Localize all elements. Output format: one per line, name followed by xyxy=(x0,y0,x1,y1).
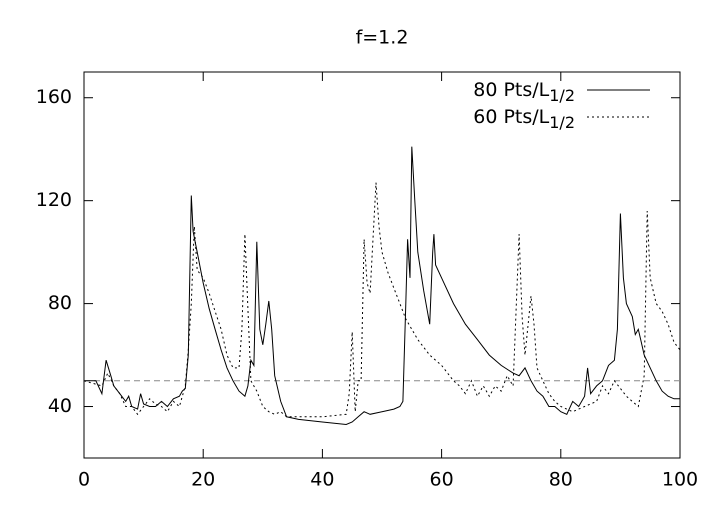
y-tick-label: 40 xyxy=(48,395,72,417)
x-tick-label: 80 xyxy=(549,469,573,491)
y-tick-label: 160 xyxy=(36,86,72,108)
x-tick-label: 20 xyxy=(191,469,215,491)
x-tick-label: 100 xyxy=(662,469,698,491)
chart-title: f=1.2 xyxy=(356,27,409,49)
x-tick-label: 40 xyxy=(310,469,334,491)
y-tick-label: 120 xyxy=(36,189,72,211)
legend-name: 80 Pts/L xyxy=(473,79,549,101)
series-line xyxy=(83,182,681,418)
x-tick-label: 60 xyxy=(430,469,454,491)
legend-label: 60 Pts/L1/2 xyxy=(473,106,575,132)
y-tick-label: 80 xyxy=(48,292,72,314)
legend-subscript: 1/2 xyxy=(549,86,575,105)
legend-name: 60 Pts/L xyxy=(473,106,549,128)
plot-frame xyxy=(83,71,681,459)
series-line xyxy=(84,146,680,426)
legend-label: 80 Pts/L1/2 xyxy=(473,79,575,105)
legend-subscript: 1/2 xyxy=(549,113,575,132)
x-tick-label: 0 xyxy=(78,469,90,491)
